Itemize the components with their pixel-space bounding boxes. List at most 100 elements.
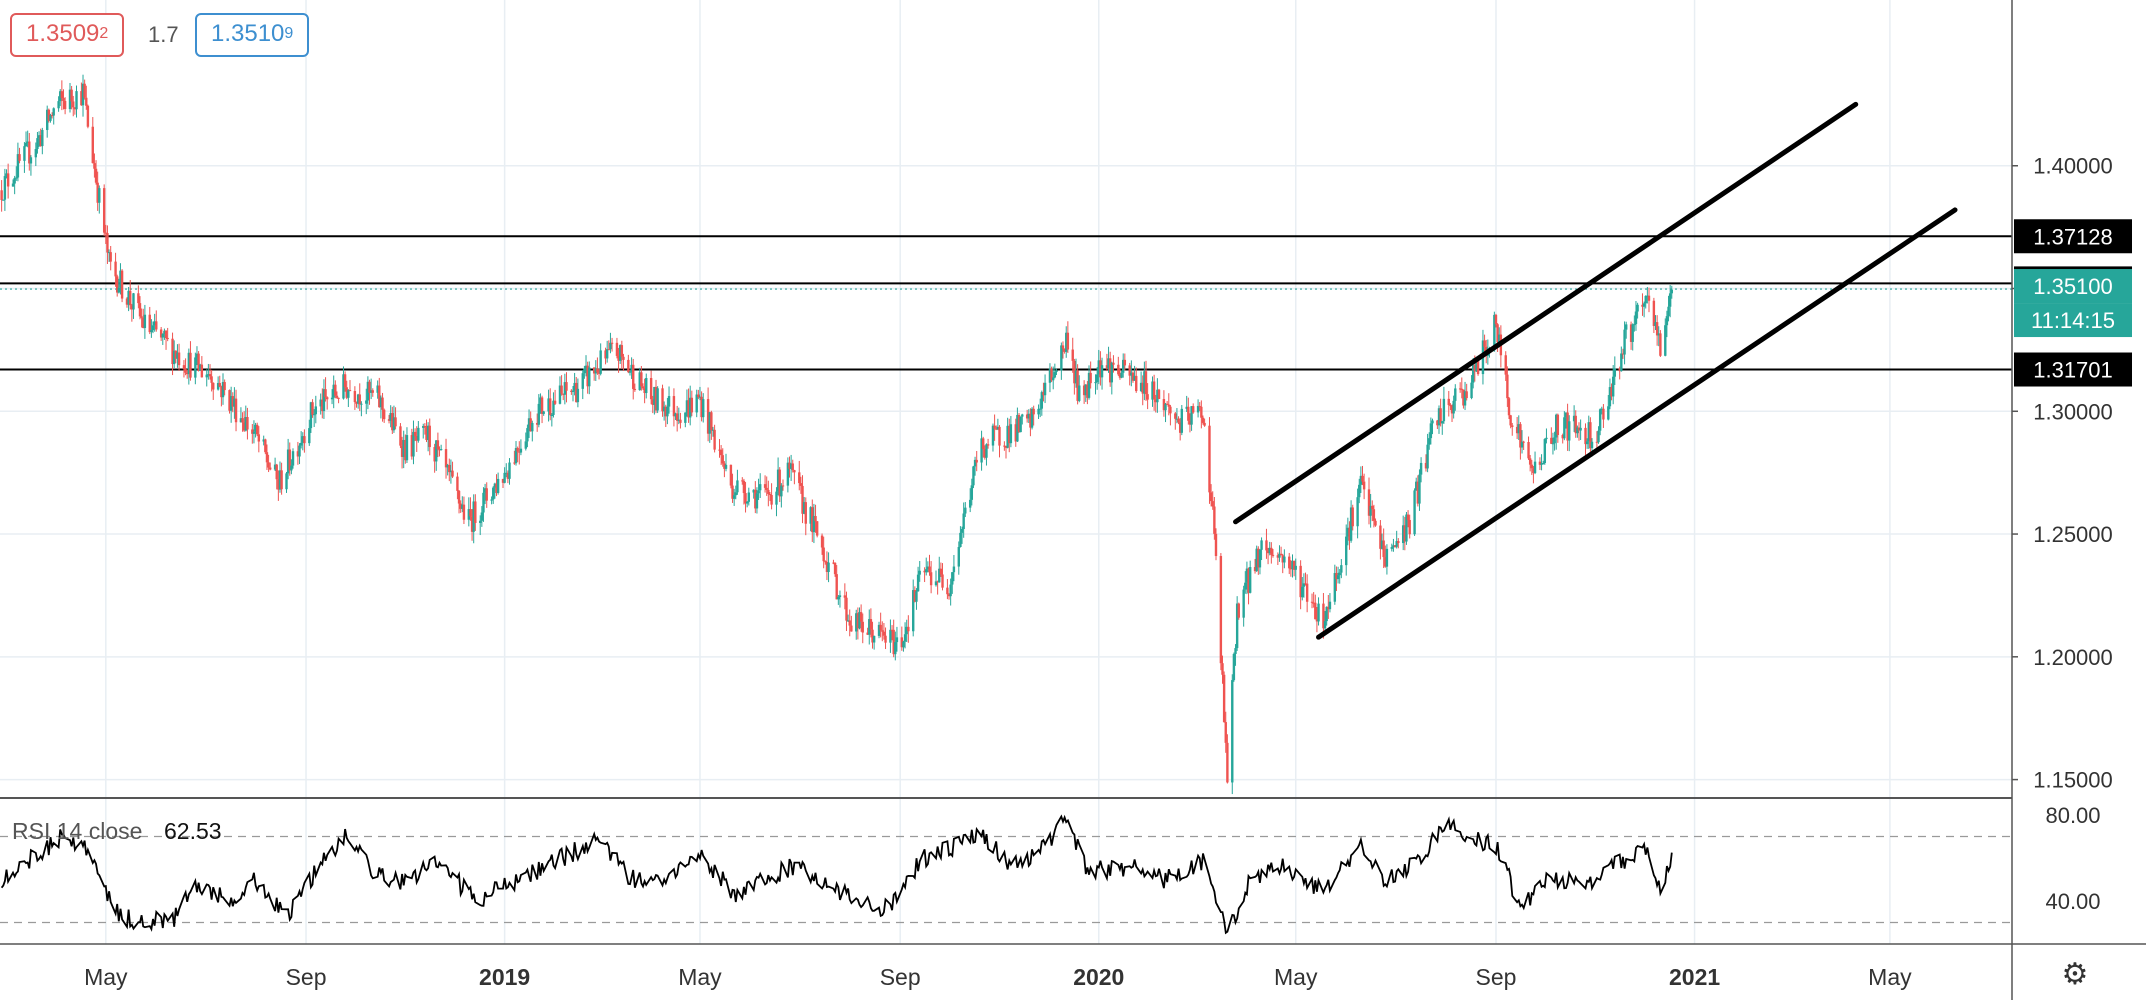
candle-body [858,612,861,629]
rsi-axis-label: 80.00 [2045,803,2100,828]
ask-price-box[interactable]: 1.35109 [195,13,310,57]
candle-body [104,232,108,234]
candle-body [59,91,62,102]
candle-body [982,438,985,450]
candle-body [1082,385,1086,396]
candle-body [1152,381,1156,400]
candle-body [1164,403,1167,411]
price-axis[interactable]: 1.150001.200001.250001.300001.350001.400… [2011,0,2132,1000]
candle-body [423,426,427,428]
candle-body [1327,606,1330,610]
candle-body [1128,365,1131,376]
time-axis-label: May [84,964,128,990]
candle-body [776,469,780,492]
candle-body [1475,359,1478,372]
candle-body [1016,414,1019,442]
candle-body [1401,525,1405,544]
candle-body [508,462,511,479]
channel-line-2[interactable] [1316,207,1958,640]
candle-body [1607,406,1610,420]
candle-body [1415,481,1418,491]
candle-body [516,448,519,452]
candle-body [1279,553,1283,556]
price-axis-label: 1.30000 [2033,399,2113,424]
candle-body [80,91,83,106]
candle-body [1112,362,1115,365]
candle-body [1325,606,1328,622]
time-axis-label: 2020 [1073,964,1124,990]
candle-body [957,546,960,567]
candle-body [470,516,474,532]
candle-body [1633,324,1636,326]
candle-body [632,364,635,389]
candle-body [347,390,350,398]
candle-body [223,382,226,391]
candle-body [296,451,300,457]
candle-body [1338,572,1341,576]
candle-body [1089,372,1092,384]
candle-body [661,388,664,412]
candle-body [130,305,134,310]
candle-body [916,574,920,592]
candle-body [570,390,573,393]
candle-body [482,492,485,513]
spread-value: 1.7 [148,22,179,47]
current-price-label: 1.35100 [2033,274,2113,299]
rsi-indicator-label[interactable]: RSI 14 close [12,818,143,844]
candle-body [848,620,851,626]
candle-body [343,374,347,388]
candle-body [244,416,248,431]
candle-body [368,381,371,393]
trend-channel[interactable] [1233,101,1958,640]
time-axis[interactable]: May Sep 2019 May Sep 2020 May Sep 2021 May [84,964,1912,990]
candle-body [1014,424,1017,442]
candle-body [371,390,374,393]
candle-body [1470,382,1473,399]
candle-body [1437,408,1441,426]
candle-body [433,447,436,462]
candle-body [257,434,261,442]
candle-body [1598,409,1602,431]
candle-body [1646,295,1649,297]
settings-gear-icon[interactable]: ⚙ [2061,958,2089,991]
candle-body [286,449,290,474]
candle-body [1006,425,1009,448]
candle-body [547,398,550,412]
candle-body [802,502,806,514]
candle-body [1572,415,1576,422]
candle-body [861,621,864,633]
candle-body [265,452,269,463]
candle-body [1040,392,1044,409]
candle-body [210,376,213,383]
candle-body [24,142,28,147]
candle-body [1019,416,1022,433]
channel-line-1[interactable] [1233,101,1859,525]
candle-body [1317,603,1320,622]
candle-body [1454,388,1457,401]
candle-body [890,629,894,631]
candle-body [50,115,54,117]
candle-body [1610,387,1613,397]
candle-body [182,365,186,370]
candle-body [1568,421,1571,441]
candle-body [651,399,654,405]
bid-price-box[interactable]: 1.35092 [10,13,125,57]
candle-body [656,388,659,411]
candle-body [68,89,72,110]
candle-body [1289,568,1293,570]
candle-body [96,182,99,203]
candle-body [732,495,736,499]
bid-price: 1.3509 [26,20,100,47]
candle-body [1372,509,1376,521]
candle-body [220,386,223,398]
candle-body [654,386,658,411]
candle-body [1532,468,1535,474]
candle-body [1052,377,1055,381]
candle-body [788,462,791,469]
candle-body [698,396,702,398]
candle-body [456,476,459,491]
candle-body [1597,430,1600,443]
candle-body [938,568,941,583]
candle-body [1130,372,1133,376]
